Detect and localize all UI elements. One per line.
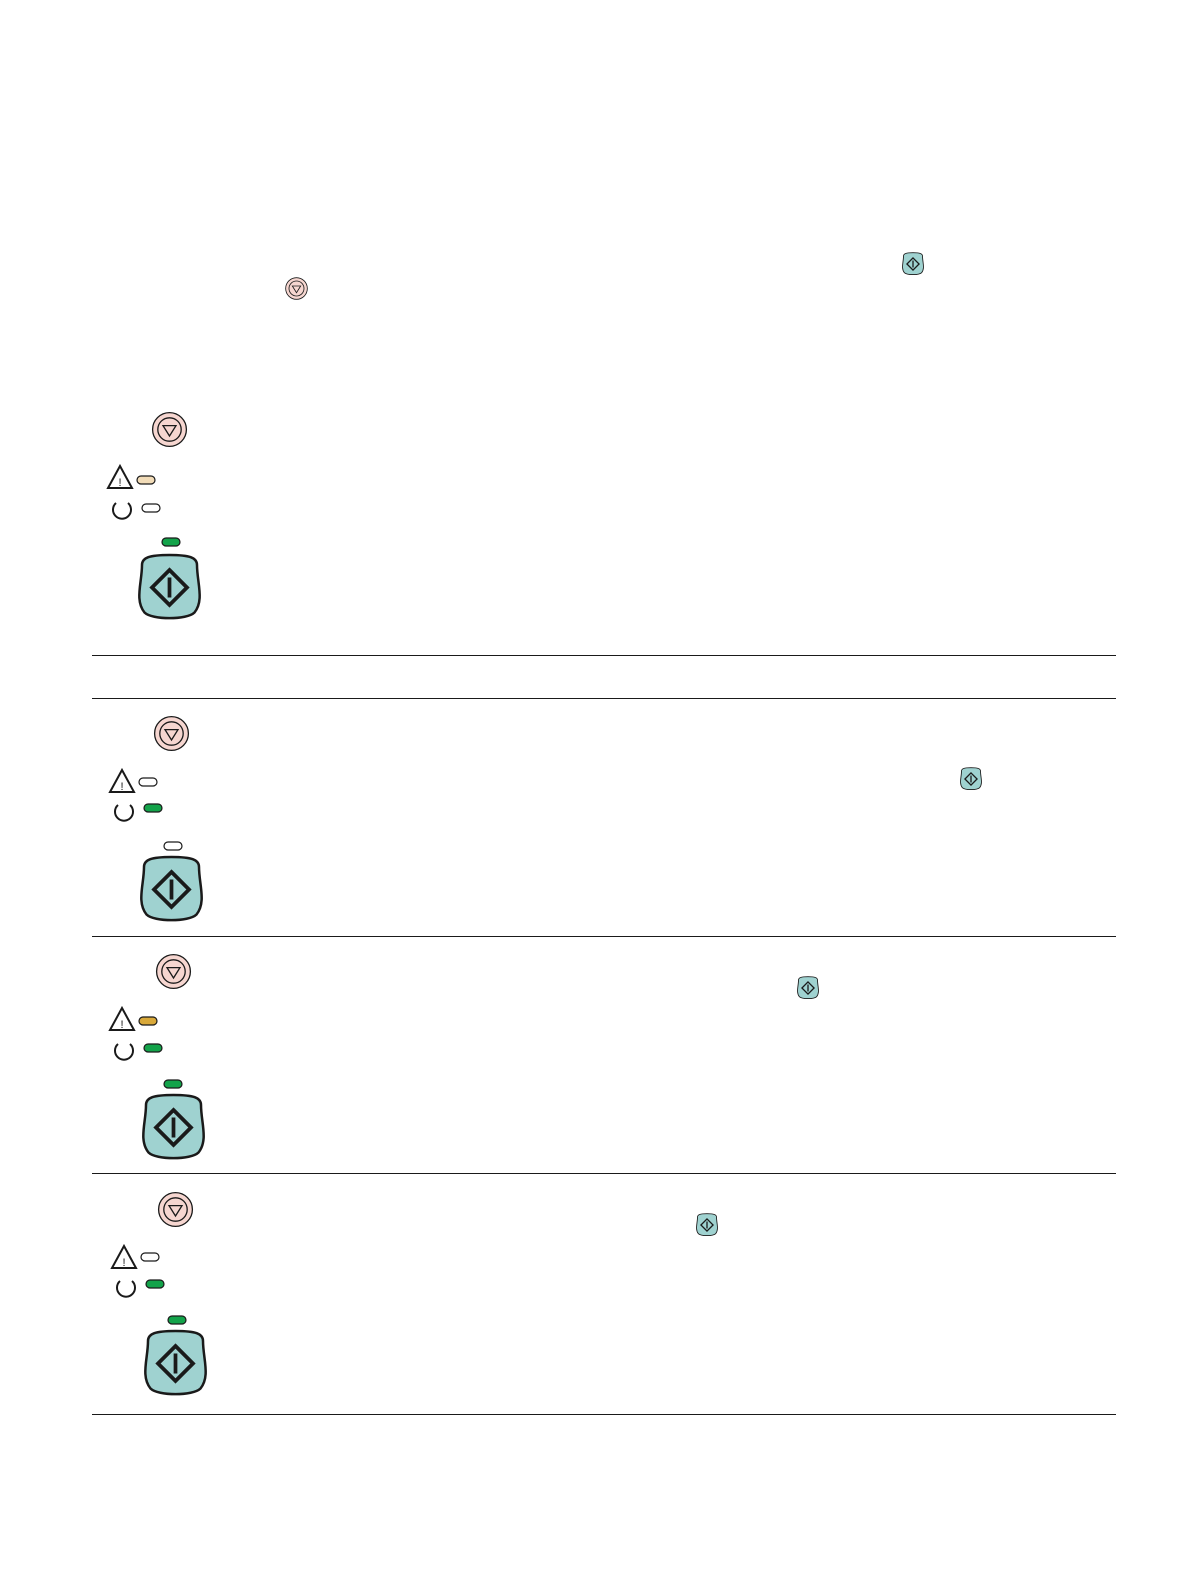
inline-cancel-icon-1 (284, 276, 309, 301)
go-led (161, 537, 181, 547)
inline-go-icon-4 (694, 1212, 720, 1238)
control-panel-4: ! (106, 1188, 246, 1428)
inline-go-icon-1 (900, 251, 926, 277)
control-panel-2: ! (104, 712, 244, 952)
attention-led (138, 777, 158, 787)
ready-led (143, 803, 163, 813)
attention-led (140, 1252, 160, 1262)
ready-circle-icon (112, 502, 132, 520)
ready-circle-icon (116, 1280, 136, 1298)
attention-warning-icon: ! (106, 463, 134, 489)
cancel-button-icon[interactable] (153, 715, 190, 752)
attention-warning-icon: ! (108, 767, 136, 793)
control-panel-1: ! (102, 408, 242, 648)
ready-led (141, 503, 161, 513)
go-button-icon[interactable] (143, 1329, 208, 1396)
inline-go-icon-2 (958, 766, 984, 792)
go-led (163, 1079, 183, 1089)
divider (92, 655, 1116, 656)
attention-warning-icon: ! (110, 1243, 138, 1269)
cancel-button-icon[interactable] (151, 411, 188, 448)
svg-text:!: ! (120, 1019, 123, 1031)
go-button-icon[interactable] (141, 1093, 206, 1160)
go-led (163, 841, 183, 851)
go-button-icon[interactable] (137, 553, 202, 620)
divider (92, 936, 1116, 937)
divider (92, 1414, 1116, 1415)
svg-text:!: ! (122, 1257, 125, 1269)
ready-circle-icon (114, 804, 134, 822)
go-button-icon[interactable] (139, 855, 204, 922)
divider (92, 698, 1116, 699)
ready-led (143, 1043, 163, 1053)
cancel-button-icon[interactable] (157, 1191, 194, 1228)
attention-warning-icon: ! (108, 1005, 136, 1031)
control-panel-3: ! (104, 950, 244, 1190)
cancel-button-icon[interactable] (155, 953, 192, 990)
inline-go-icon-3 (795, 975, 821, 1001)
ready-circle-icon (114, 1043, 134, 1061)
go-led (167, 1315, 187, 1325)
svg-text:!: ! (120, 781, 123, 793)
divider (92, 1173, 1116, 1174)
ready-led (145, 1279, 165, 1289)
attention-led (138, 1016, 158, 1026)
attention-led (136, 475, 156, 485)
svg-text:!: ! (118, 477, 121, 489)
